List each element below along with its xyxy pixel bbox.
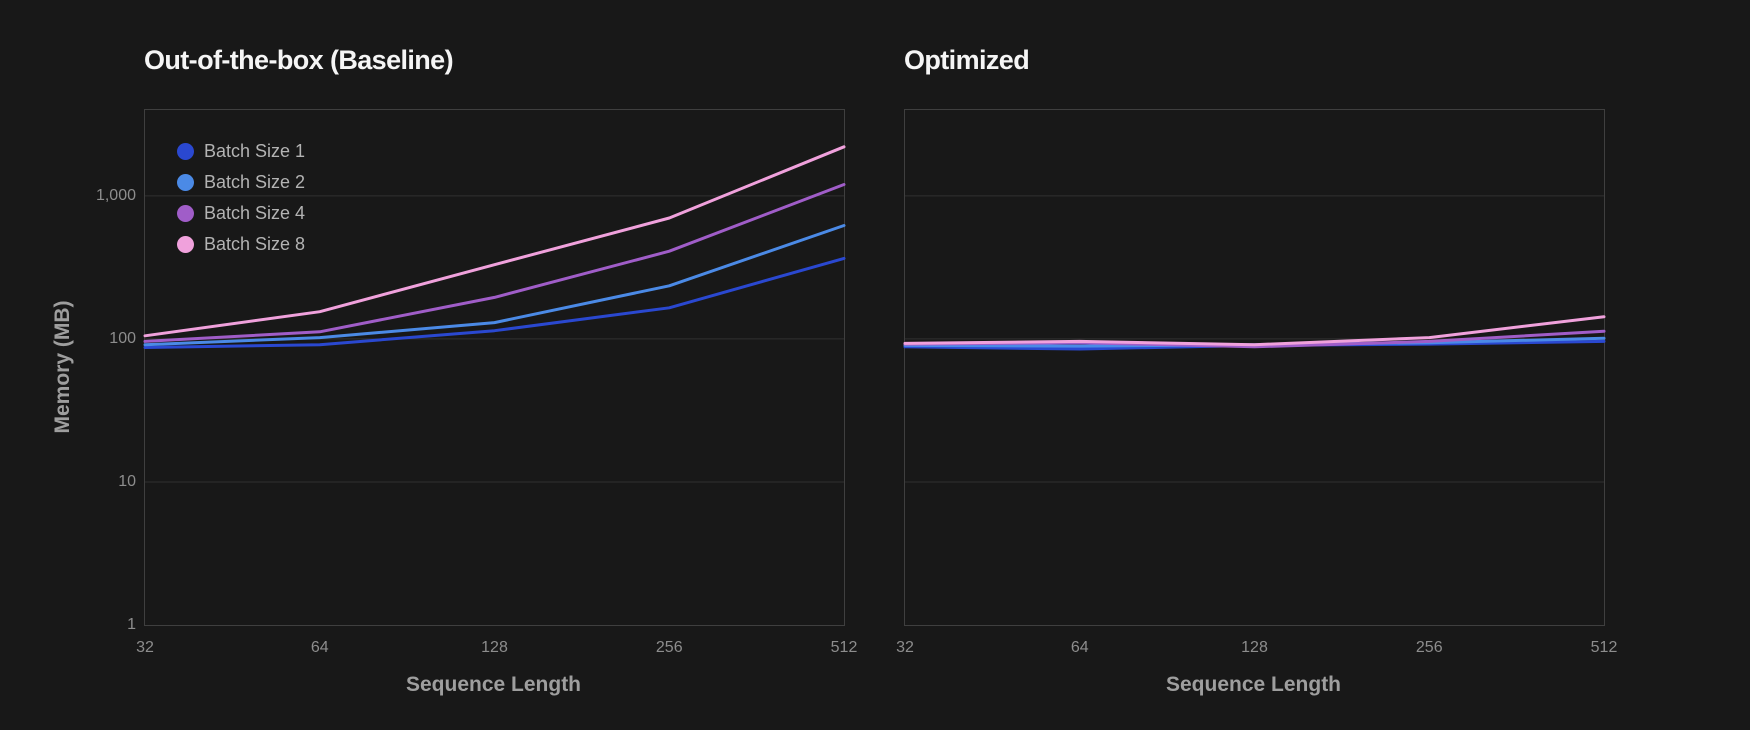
legend-dot-icon <box>177 205 194 222</box>
legend-dot-icon <box>177 143 194 160</box>
series-line-batch-size-1 <box>143 256 846 349</box>
y-tick-label-100: 100 <box>109 329 136 347</box>
x-tick-label-128: 128 <box>1241 639 1268 656</box>
x-tick-label-512: 512 <box>830 639 858 656</box>
series-line-batch-size-8 <box>143 145 846 338</box>
x-tick-label-64: 64 <box>1070 639 1089 656</box>
y-axis-title: Memory (MB) <box>51 300 74 434</box>
x-tick-label-512: 512 <box>1590 639 1618 656</box>
y-tick-label-10: 10 <box>118 472 136 490</box>
baseline-chart-title: Out-of-the-box (Baseline) <box>144 45 454 75</box>
series-line-batch-size-2 <box>143 224 846 347</box>
y-tick-label-1000: 1,000 <box>95 186 136 204</box>
legend-label: Batch Size 4 <box>204 203 306 223</box>
optimized-chart-svg <box>903 195 1606 483</box>
series-line-batch-size-8 <box>903 315 1606 347</box>
x-tick-label-256: 256 <box>1415 639 1443 656</box>
optimized-chart-title: Optimized <box>904 45 1030 75</box>
x-tick-label-32: 32 <box>136 639 154 656</box>
legend-item-batch-size-1: Batch Size 1 <box>177 136 305 167</box>
series-line-batch-size-4 <box>143 183 846 343</box>
legend-label: Batch Size 1 <box>204 141 306 161</box>
x-tick-label-32: 32 <box>896 639 914 656</box>
legend-dot-icon <box>177 236 194 253</box>
baseline-plot-area[interactable]: 32 64 128 256 512 1 10 100 1,000 Batch Size 1 Batc… <box>96 109 857 656</box>
legend-item-batch-size-2: Batch Size 2 <box>177 167 305 198</box>
x-tick-label-256: 256 <box>655 639 683 656</box>
legend-item-batch-size-8: Batch Size 8 <box>177 229 305 260</box>
y-tick-label-1: 1 <box>127 616 136 633</box>
x-tick-label-128: 128 <box>481 639 508 656</box>
x-tick-label-64: 64 <box>310 639 329 656</box>
out-of-the-box-baseline--chart-svg <box>143 145 846 483</box>
baseline-x-axis-title: Sequence Length <box>405 673 582 696</box>
legend: Batch Size 1 Batch Size 2 Batch Size 4 Batc… <box>177 136 305 260</box>
legend-label: Batch Size 8 <box>204 234 306 254</box>
optimized-x-axis-title: Sequence Length <box>1165 673 1342 696</box>
legend-dot-icon <box>177 174 194 191</box>
legend-label: Batch Size 2 <box>204 172 306 192</box>
legend-item-batch-size-4: Batch Size 4 <box>177 198 305 229</box>
optimized-plot-area[interactable]: 32 64 128 256 512 <box>896 109 1617 656</box>
